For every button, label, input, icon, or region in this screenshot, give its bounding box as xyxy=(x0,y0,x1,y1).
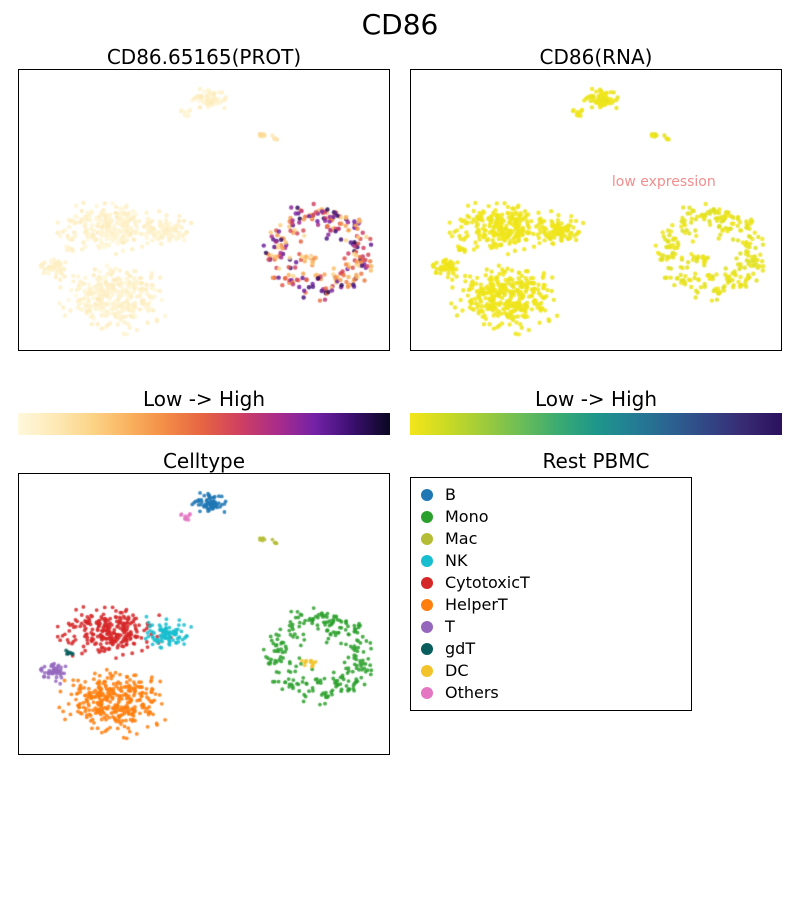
panel-title-legend: Rest PBMC xyxy=(410,449,782,473)
scatter-canvas-celltype xyxy=(19,474,390,755)
legend-item-b: B xyxy=(421,484,681,506)
legend-label: Others xyxy=(445,682,499,704)
legend-marker-icon xyxy=(421,687,433,699)
legend-label: HelperT xyxy=(445,594,508,616)
legend-marker-icon xyxy=(421,621,433,633)
legend-marker-icon xyxy=(421,643,433,655)
legend-item-mac: Mac xyxy=(421,528,681,550)
legend-item-others: Others xyxy=(421,682,681,704)
legend-label: Mono xyxy=(445,506,489,528)
legend-marker-icon xyxy=(421,599,433,611)
scatter-panel-prot xyxy=(18,69,390,351)
scatter-canvas-rna xyxy=(411,70,782,351)
legend-item-mono: Mono xyxy=(421,506,681,528)
cbar-label-rna: Low -> High xyxy=(410,387,782,411)
low-expression-annotation: low expression xyxy=(612,174,716,190)
legend-marker-icon xyxy=(421,555,433,567)
legend-label: gdT xyxy=(445,638,475,660)
scatter-canvas-prot xyxy=(19,70,390,351)
legend-item-gdt: gdT xyxy=(421,638,681,660)
legend-label: Mac xyxy=(445,528,477,550)
cbar-label-prot: Low -> High xyxy=(18,387,390,411)
panel-title-rna: CD86(RNA) xyxy=(410,45,782,69)
legend-item-t: T xyxy=(421,616,681,638)
colorbar-rna xyxy=(410,413,782,435)
legend-item-dc: DC xyxy=(421,660,681,682)
panel-title-celltype: Celltype xyxy=(18,449,390,473)
legend-marker-icon xyxy=(421,577,433,589)
figure-title: CD86 xyxy=(0,0,800,41)
legend-item-cytotoxict: CytotoxicT xyxy=(421,572,681,594)
celltype-legend: BMonoMacNKCytotoxicTHelperTTgdTDCOthers xyxy=(410,477,692,711)
legend-item-helpert: HelperT xyxy=(421,594,681,616)
legend-label: DC xyxy=(445,660,469,682)
legend-label: B xyxy=(445,484,456,506)
legend-label: CytotoxicT xyxy=(445,572,530,594)
panel-title-prot: CD86.65165(PROT) xyxy=(18,45,390,69)
legend-marker-icon xyxy=(421,489,433,501)
legend-label: T xyxy=(445,616,455,638)
legend-label: NK xyxy=(445,550,467,572)
legend-item-nk: NK xyxy=(421,550,681,572)
legend-marker-icon xyxy=(421,511,433,523)
scatter-panel-rna: low expression xyxy=(410,69,782,351)
scatter-panel-celltype xyxy=(18,473,390,755)
legend-marker-icon xyxy=(421,665,433,677)
legend-marker-icon xyxy=(421,533,433,545)
colorbar-prot xyxy=(18,413,390,435)
